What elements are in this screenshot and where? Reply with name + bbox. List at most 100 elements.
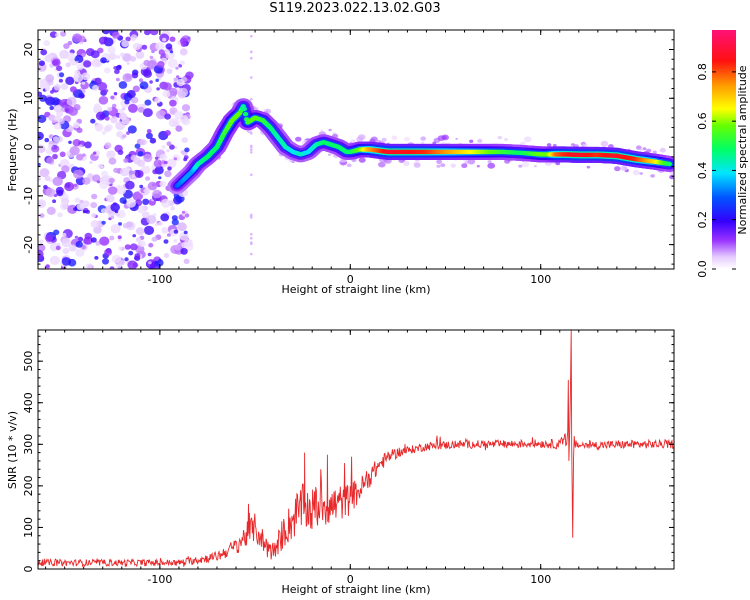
noise-speckle: [118, 246, 123, 250]
noise-speckle: [145, 132, 153, 139]
noise-speckle: [52, 153, 58, 160]
noise-speckle: [92, 84, 99, 92]
snr-panel: -100 0 100 0 100 200 300 400 500 Height of strai…: [6, 329, 675, 596]
x-tick-label: 100: [530, 573, 551, 586]
ridge-halo: [552, 144, 557, 147]
noise-speckle: [158, 176, 162, 180]
noise-speckle: [162, 37, 167, 42]
noise-speckle: [154, 222, 159, 227]
noise-speckle: [45, 234, 54, 242]
ridge-halo: [600, 140, 609, 147]
noise-speckle: [145, 176, 151, 181]
ridge-halo: [381, 137, 387, 142]
colorbar: 0.0 0.2 0.4 0.6 0.8 Normalized spectral ampl…: [696, 30, 749, 278]
noise-speckle: [125, 36, 131, 42]
noise-speckle: [131, 72, 139, 79]
ridge-halo: [383, 159, 387, 163]
noise-speckle: [162, 82, 172, 91]
streak-point: [250, 233, 253, 236]
noise-speckle: [151, 236, 158, 242]
noise-speckle: [54, 104, 64, 114]
noise-speckle: [126, 90, 136, 99]
noise-speckle: [175, 125, 183, 132]
noise-speckle: [107, 186, 118, 195]
noise-speckle: [142, 108, 153, 118]
ridge-halo: [469, 139, 474, 143]
noise-speckle: [50, 90, 54, 94]
noise-speckle: [149, 137, 157, 144]
ridge-halo: [659, 147, 666, 153]
ridge-halo: [504, 159, 511, 164]
noise-speckle: [170, 206, 176, 211]
noise-speckle: [38, 114, 47, 123]
noise-speckle: [113, 167, 119, 173]
noise-speckle: [56, 242, 61, 247]
ridge-halo: [646, 148, 652, 153]
noise-speckle: [149, 30, 159, 36]
snr-plot-area: [38, 330, 674, 568]
noise-speckle: [138, 78, 144, 83]
noise-speckle: [76, 63, 84, 71]
noise-speckle: [127, 125, 137, 134]
noise-speckle: [61, 257, 72, 266]
noise-speckle: [81, 81, 86, 85]
noise-speckle: [38, 60, 46, 66]
noise-speckle: [95, 241, 101, 246]
noise-speckle: [109, 235, 115, 241]
noise-speckle: [183, 258, 190, 264]
y-tick-label: 500: [22, 351, 35, 372]
noise-speckle: [90, 202, 98, 209]
streak-point: [250, 50, 253, 54]
noise-speckle: [104, 89, 109, 93]
noise-speckle: [46, 156, 55, 165]
noise-speckle: [55, 186, 64, 195]
noise-speckle: [107, 46, 116, 54]
noise-speckle: [173, 77, 178, 82]
ridge-halo: [350, 139, 356, 143]
ridge-halo: [570, 143, 575, 147]
noise-speckle: [184, 147, 190, 153]
noise-speckle: [123, 158, 129, 164]
noise-speckle: [163, 160, 168, 165]
ridge-halo: [436, 159, 442, 165]
noise-speckle: [166, 141, 172, 146]
noise-speckle: [48, 134, 54, 139]
noise-speckle: [38, 249, 44, 259]
noise-speckle: [161, 145, 166, 149]
noise-speckle: [158, 49, 165, 56]
noise-speckle: [166, 158, 177, 169]
ridge-halo: [476, 165, 480, 168]
noise-speckle: [110, 224, 121, 234]
streak-point: [250, 242, 253, 245]
noise-speckle: [125, 180, 135, 190]
ridge-halo: [497, 135, 503, 140]
noise-speckle: [164, 170, 172, 178]
noise-speckle: [110, 202, 120, 212]
noise-speckle: [63, 43, 70, 49]
noise-speckle: [65, 62, 71, 68]
noise-speckle: [82, 210, 87, 214]
noise-speckle: [111, 103, 117, 108]
noise-speckle: [118, 81, 128, 89]
noise-speckle: [58, 72, 65, 78]
noise-speckle: [148, 242, 154, 248]
noise-speckle: [113, 92, 118, 96]
colorbar-ticks: 0.0 0.2 0.4 0.6 0.8: [696, 63, 736, 278]
noise-speckle: [57, 212, 63, 218]
noise-speckle: [121, 107, 126, 111]
noise-speckle: [103, 174, 109, 181]
spectrogram-frame: [37, 29, 675, 270]
noise-speckle: [149, 55, 154, 60]
noise-speckle: [108, 52, 117, 61]
noise-speckle: [132, 191, 143, 201]
noise-speckle: [87, 173, 94, 180]
ridge-halo: [420, 136, 427, 141]
ridge-halo: [357, 134, 366, 141]
noise-speckle: [178, 87, 189, 97]
noise-speckle: [137, 106, 145, 113]
noise-speckle: [125, 221, 136, 231]
noise-speckle: [180, 248, 188, 255]
noise-speckle: [169, 50, 174, 54]
noise-speckle: [104, 248, 112, 256]
